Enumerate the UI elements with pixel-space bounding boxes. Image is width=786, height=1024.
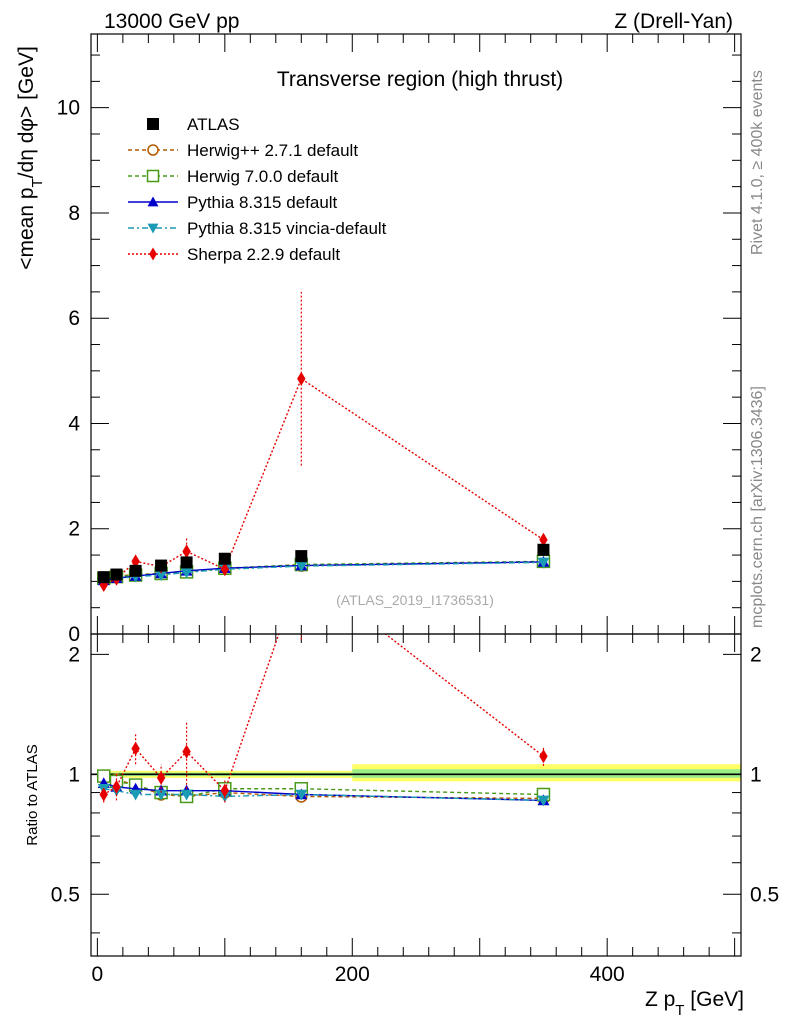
series-4-main-point — [295, 561, 308, 573]
ratio-y-tick-label-left: 2 — [68, 643, 80, 666]
main-y-tick-label: 6 — [68, 307, 80, 330]
analysis-watermark: (ATLAS_2019_I1736531) — [336, 592, 494, 608]
x-axis-title: Z pT [GeV] — [645, 988, 744, 1019]
series-5-ratio-point — [156, 770, 166, 785]
ratio-uncertainty-bands — [91, 764, 741, 782]
ratio-y-tick-label-left: 0.5 — [51, 883, 80, 906]
ratio-panel-frame — [90, 633, 742, 957]
x-tick-label: 400 — [590, 963, 625, 986]
series-5-ratio-point — [99, 787, 108, 802]
series-5-main-point — [297, 371, 306, 386]
data-point — [129, 564, 142, 577]
legend-marker-4 — [147, 223, 159, 234]
series-4-ratio-point — [295, 789, 308, 801]
series-5-ratio-point — [539, 749, 548, 764]
ratio-y-tick-label-left: 1 — [68, 763, 80, 786]
ratio-y-tick-label-right: 2 — [750, 643, 762, 666]
series-5-ratio-point — [131, 741, 140, 756]
legend-marker-1 — [147, 144, 159, 156]
series-4-ratio-point — [129, 789, 142, 801]
header-process: Z (Drell-Yan) — [614, 10, 733, 33]
plot-title: Transverse region (high thrust) — [277, 68, 563, 91]
series-3-main-line — [103, 561, 544, 582]
main-y-tick-label: 0 — [68, 623, 80, 646]
data-point — [110, 568, 123, 581]
main-y-axis-title: <mean pT/dη dφ> [GeV] — [15, 46, 46, 270]
legend-marker-5 — [149, 247, 157, 261]
header-energy: 13000 GeV pp — [104, 10, 239, 33]
legend-marker-0 — [147, 118, 159, 130]
legend-marker-2 — [146, 169, 160, 183]
series-4-main-point — [537, 557, 550, 569]
series-4-ratio-line — [103, 788, 544, 802]
legend-label-2: Herwig 7.0.0 default — [187, 167, 338, 186]
series-5-main-point — [220, 562, 230, 577]
legend-label-1: Herwig++ 2.7.1 default — [187, 141, 358, 160]
main-y-tick-label: 10 — [57, 97, 80, 120]
x-tick-label: 200 — [335, 963, 370, 986]
series-4-main-point — [155, 570, 168, 582]
ratio-series-group — [96, 634, 551, 807]
data-point — [97, 571, 110, 584]
ratio-band-high-pt-inner — [352, 769, 741, 778]
series-4-ratio-point — [537, 795, 550, 807]
x-tick-label: 0 — [92, 963, 104, 986]
data-point — [180, 556, 193, 569]
series-4-main-point — [180, 567, 193, 579]
series-3-ratio-line — [103, 782, 544, 802]
legend-label-0: ATLAS — [187, 115, 240, 134]
main-y-tick-label: 2 — [68, 518, 80, 541]
data-point — [295, 550, 308, 563]
legend-label-3: Pythia 8.315 default — [187, 193, 338, 212]
main-series-group — [96, 291, 551, 593]
main-y-tick-label: 8 — [68, 202, 80, 225]
series-5-ratio-line — [103, 634, 544, 796]
main-y-tick-label: 4 — [68, 412, 80, 435]
series-5-main-point — [539, 532, 548, 547]
ratio-y-axis-title: Ratio to ATLAS — [24, 744, 41, 845]
series-5-main-point — [182, 544, 191, 559]
series-4-ratio-point — [155, 789, 168, 801]
ratio-y-tick-label-right: 1 — [750, 763, 762, 786]
data-point — [218, 552, 231, 565]
legend: ATLAS Herwig++ 2.7.1 default Herwig 7.0.0 … — [128, 115, 387, 264]
series-5-main-line — [103, 377, 544, 586]
legend-label-4: Pythia 8.315 vincia-default — [187, 219, 387, 238]
mcplots-label: mcplots.cern.ch [arXiv:1306.3436] — [749, 386, 766, 628]
data-point — [155, 559, 168, 572]
ratio-y-tick-label-right: 0.5 — [750, 883, 779, 906]
series-5-ratio-point — [220, 783, 230, 798]
data-point — [537, 543, 550, 556]
series-5-ratio-point — [182, 744, 191, 759]
legend-marker-3 — [147, 196, 159, 207]
series-5-ratio-point — [112, 779, 121, 794]
rivet-label: Rivet 4.1.0, ≥ 400k events — [749, 70, 766, 255]
series-4-ratio-point — [180, 789, 193, 801]
legend-label-5: Sherpa 2.2.9 default — [187, 245, 340, 264]
